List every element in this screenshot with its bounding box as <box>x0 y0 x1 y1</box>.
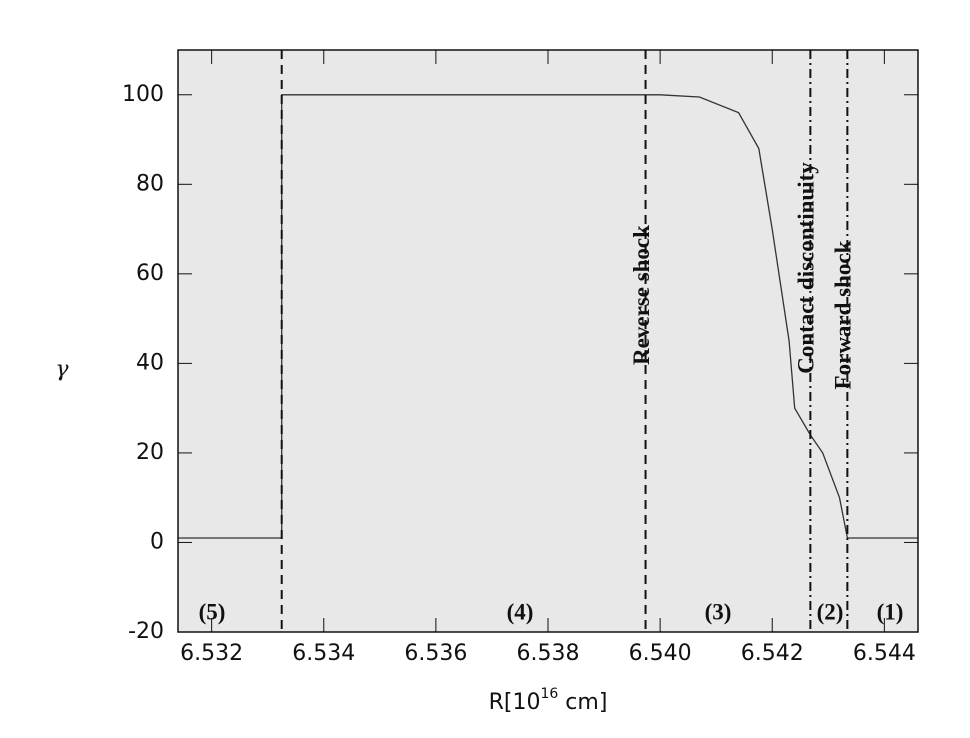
x-tick-label: 6.534 <box>292 641 355 666</box>
y-tick-label: 20 <box>136 440 164 465</box>
x-label-sup: 16 <box>540 686 558 702</box>
x-label-part: R[10 <box>489 690 541 715</box>
line-label: Reverse shock <box>629 225 654 365</box>
region-label: (3) <box>705 599 732 624</box>
x-tick-label: 6.542 <box>741 641 804 666</box>
line-label: Forward shock <box>831 240 856 389</box>
region-label: (2) <box>817 599 844 624</box>
y-tick-label: 80 <box>136 171 164 196</box>
x-axis-label: R[1016 cm] <box>489 686 608 715</box>
region-label: (5) <box>199 599 226 624</box>
x-tick-label: 6.532 <box>180 641 243 666</box>
y-tick-label: 60 <box>136 261 164 286</box>
y-tick-label: 0 <box>150 529 164 554</box>
y-tick-label: -20 <box>128 619 164 644</box>
line <box>178 94 918 539</box>
x-tick-label: 6.540 <box>629 641 692 666</box>
x-tick-label: 6.536 <box>404 641 467 666</box>
x-label-part: cm] <box>558 690 607 715</box>
y-tick-label: 100 <box>122 82 164 107</box>
region-label: (1) <box>877 599 904 624</box>
plot-frame <box>177 49 919 633</box>
x-tick-label: 6.544 <box>853 641 916 666</box>
y-tick-label: 40 <box>136 350 164 375</box>
plot-area <box>178 50 918 632</box>
line-label: Contact discontinuity <box>794 162 819 374</box>
y-axis-label: γ <box>55 357 69 382</box>
region-label: (4) <box>507 599 534 624</box>
x-tick-label: 6.538 <box>517 641 580 666</box>
